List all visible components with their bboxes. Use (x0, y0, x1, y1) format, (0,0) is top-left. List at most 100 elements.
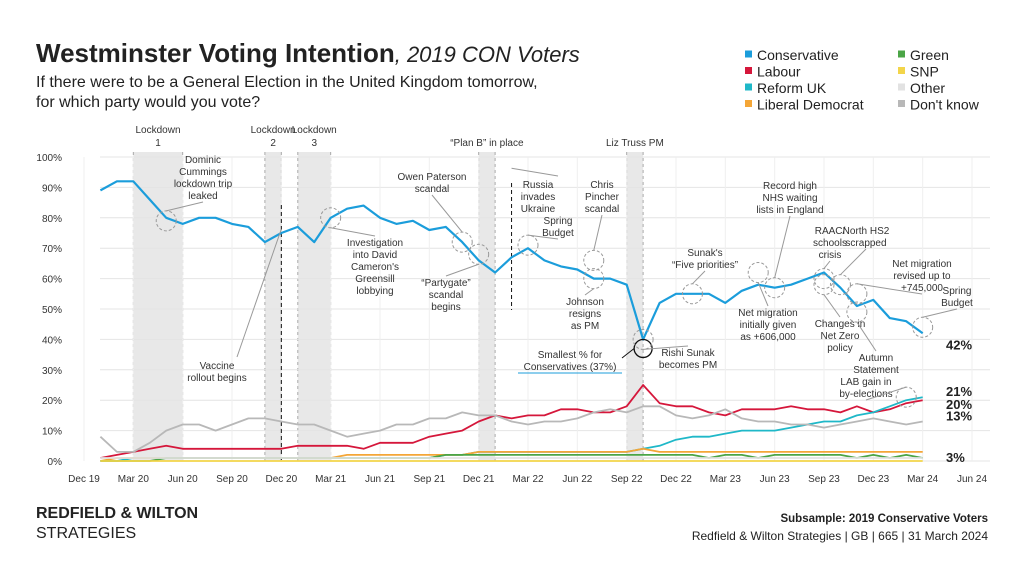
annotation-text: Statement (853, 365, 899, 376)
footer: Redfield & Wilton Strategies | GB | 665 … (692, 529, 988, 543)
leader (593, 214, 603, 251)
subtitle: for which party would you vote? (36, 94, 260, 111)
leader (431, 194, 463, 233)
annotation-text: Ukraine (521, 204, 556, 215)
leader (236, 228, 282, 358)
period-shade (133, 152, 183, 461)
leader (840, 248, 867, 276)
period-label: 1 (155, 138, 161, 149)
annotation-text: Smallest % for (538, 350, 603, 361)
period-label: 2 (270, 138, 276, 149)
annotation-text: leaked (188, 191, 217, 202)
annotation-text: Autumn (859, 353, 893, 364)
end-label: 20% (946, 397, 972, 412)
brand: REDFIELD & WILTON (36, 505, 198, 522)
end-label: 21% (946, 384, 972, 399)
y-tick-label: 10% (42, 427, 62, 438)
period-label: “Plan B” in place (450, 138, 524, 149)
x-tick-label: Sep 20 (216, 474, 248, 485)
x-tick-label: Jun 20 (168, 474, 198, 485)
legend-swatch (898, 50, 905, 58)
x-tick-label: Jun 23 (760, 474, 790, 485)
leader (584, 288, 595, 296)
annotation-text: resigns (569, 309, 601, 320)
legend-swatch (745, 50, 752, 58)
annotation-text: scandal (429, 290, 463, 301)
leader (621, 348, 635, 359)
legend-swatch (745, 83, 752, 91)
period-shade (478, 152, 496, 461)
period-label: Liz Truss PM (606, 138, 664, 149)
legend-label: Liberal Democrat (757, 97, 864, 113)
annotation-text: Russia (523, 180, 554, 191)
legend-swatch (898, 83, 905, 91)
series-line (99, 180, 924, 341)
annotation-text: Conservatives (37%) (524, 362, 617, 373)
period-shade (297, 152, 331, 461)
legend-label: Reform UK (757, 80, 827, 96)
y-tick-label: 20% (42, 396, 62, 407)
annotation-text: Cummings (179, 167, 227, 178)
period-shade (626, 152, 644, 461)
leader (692, 270, 706, 285)
annotation-text: scrapped (845, 238, 886, 249)
annotation-text: NHS waiting (762, 193, 817, 204)
series-line (100, 384, 923, 459)
annotation-text: Changes in (815, 319, 866, 330)
series-line (99, 405, 923, 453)
annotation-text: lists in England (756, 205, 823, 216)
annotation-text: +745,000 (901, 283, 943, 294)
annotation-text: lockdown trip (174, 179, 233, 190)
annotation-text: RAAC/ (815, 226, 846, 237)
y-tick-label: 50% (42, 305, 62, 316)
period-label: 3 (311, 138, 317, 149)
y-tick-label: 70% (42, 244, 62, 255)
x-tick-label: Sep 23 (808, 474, 840, 485)
annotation-text: Owen Paterson (398, 172, 467, 183)
leader (856, 283, 923, 295)
legend-label: Labour (757, 64, 801, 80)
leader (865, 386, 907, 401)
annotation-text: Cameron's (351, 262, 399, 273)
y-tick-label: 80% (42, 214, 62, 225)
annotation-text: North HS2 (843, 226, 890, 237)
annotation-text: Net Zero (821, 331, 860, 342)
title-suffix: , 2019 CON Voters (395, 42, 580, 67)
x-tick-label: Mar 23 (710, 474, 742, 485)
event-circle (829, 274, 851, 296)
x-tick-label: Dec 23 (857, 474, 889, 485)
brand: STRATEGIES (36, 525, 136, 542)
leader (823, 260, 831, 269)
annotation-text: Dominic (185, 155, 221, 166)
annotation-text: scandal (585, 204, 619, 215)
x-tick-label: Dec 20 (265, 474, 297, 485)
annotation-text: by-elections (839, 389, 892, 400)
period-shade (264, 152, 282, 461)
annotation-text: as PM (571, 321, 599, 332)
legend-swatch (745, 100, 752, 107)
annotation-text: Vaccine (200, 361, 235, 372)
x-tick-label: Mar 24 (907, 474, 939, 485)
y-tick-label: 0% (48, 457, 63, 468)
x-tick-label: Dec 22 (660, 474, 692, 485)
x-tick-label: Dec 19 (68, 474, 100, 485)
annotation-text: Pincher (585, 192, 620, 203)
annotation-text: Chris (590, 180, 613, 191)
x-tick-label: Sep 22 (611, 474, 643, 485)
x-tick-label: Jun 22 (562, 474, 592, 485)
leader (774, 215, 791, 278)
leader (922, 308, 958, 318)
annotation-text: schools (813, 238, 847, 249)
y-tick-label: 60% (42, 275, 62, 286)
legend-label: SNP (910, 64, 939, 80)
legend-swatch (898, 100, 905, 107)
annotation-text: Record high (763, 181, 817, 192)
end-label: 13% (946, 408, 972, 423)
legend-swatch (898, 67, 905, 74)
chart-title: Westminster Voting Intention, 2019 CON V… (36, 38, 580, 68)
y-tick-label: 90% (42, 183, 62, 194)
period-label: Lockdown (251, 125, 296, 136)
end-label: 42% (946, 337, 972, 352)
annotation-text: Investigation (347, 238, 403, 249)
legend-label: Other (910, 80, 945, 96)
